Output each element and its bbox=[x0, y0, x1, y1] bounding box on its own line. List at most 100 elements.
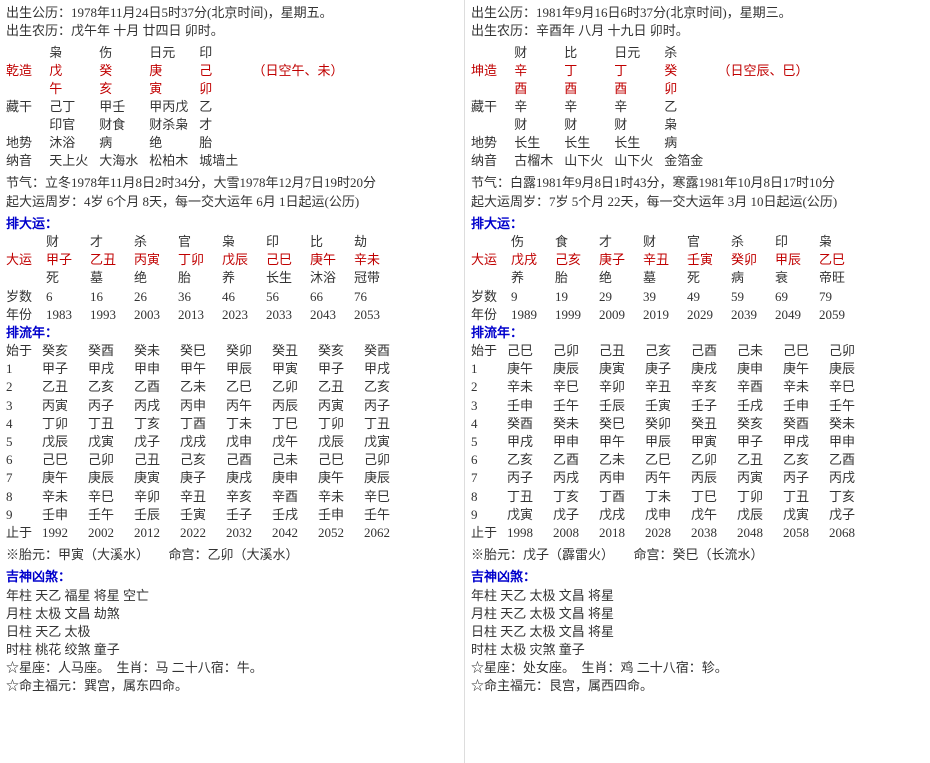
liunian-cell: 辛亥 bbox=[691, 378, 737, 396]
pillar-cell: 日元 bbox=[149, 44, 199, 62]
dayun-cell: 比 bbox=[310, 233, 354, 251]
pailiunian-title: 排流年： bbox=[6, 324, 458, 342]
jishen-title: 吉神凶煞： bbox=[6, 568, 458, 586]
liunian-cell: 己亥 bbox=[645, 342, 691, 360]
dayun-cell: 胎 bbox=[178, 269, 222, 287]
jieqi: 节气：白露1981年9月8日1时43分，寒露1981年10月8日17时10分 bbox=[471, 174, 924, 192]
liunian-cell: 甲辰 bbox=[645, 433, 691, 451]
liunian-cell: 丙子 bbox=[88, 397, 134, 415]
liunian-row-label: 3 bbox=[6, 397, 42, 415]
liunian-cell: 丙午 bbox=[645, 469, 691, 487]
dayun-cell: 26 bbox=[134, 288, 178, 306]
pillar-cell: 乙 bbox=[199, 98, 249, 116]
liunian-cell: 甲子 bbox=[737, 433, 783, 451]
dayun-cell: 财 bbox=[643, 233, 687, 251]
liunian-cell: 癸丑 bbox=[272, 342, 318, 360]
liunian-cell: 甲戌 bbox=[507, 433, 553, 451]
liunian-cell: 2028 bbox=[645, 524, 691, 542]
jieqi: 节气：立冬1978年11月8日2时34分，大雪1978年12月7日19时20分 bbox=[6, 174, 458, 192]
liunian-cell: 癸酉 bbox=[88, 342, 134, 360]
liunian-cell: 甲辰 bbox=[226, 360, 272, 378]
dayun-cell: 墓 bbox=[643, 269, 687, 287]
pillar-cell: 甲壬 bbox=[99, 98, 149, 116]
pillar-col: 财辛酉辛财长生古榴木 bbox=[514, 44, 564, 170]
dayun-cell: 官 bbox=[178, 233, 222, 251]
dayun-table: 财才杀官枭印比劫大运甲子乙丑丙寅丁卯戊辰己巳庚午辛未 死墓绝胎养长生沐浴冠带岁数… bbox=[6, 233, 458, 324]
dayun-cell: 死 bbox=[687, 269, 731, 287]
liunian-cell: 壬午 bbox=[88, 506, 134, 524]
liunian-cell: 甲寅 bbox=[691, 433, 737, 451]
liunian-cell: 壬辰 bbox=[134, 506, 180, 524]
liunian-cell: 癸亥 bbox=[737, 415, 783, 433]
liunian-cell: 2068 bbox=[829, 524, 875, 542]
dayun-cell: 劫 bbox=[354, 233, 398, 251]
liunian-cell: 庚辰 bbox=[88, 469, 134, 487]
liunian-cell: 辛未 bbox=[318, 488, 364, 506]
dayun-cell: 死 bbox=[46, 269, 90, 287]
liunian-cell: 戊戌 bbox=[180, 433, 226, 451]
liunian-cell: 壬子 bbox=[226, 506, 272, 524]
jishen-line: 时柱 桃花 绞煞 童子 bbox=[6, 641, 458, 659]
dayun-cell: 壬寅 bbox=[687, 251, 731, 269]
liunian-cell: 辛巳 bbox=[88, 488, 134, 506]
liunian-cell: 庚辰 bbox=[553, 360, 599, 378]
liunian-cell: 壬寅 bbox=[645, 397, 691, 415]
liunian-cell: 甲戌 bbox=[364, 360, 410, 378]
zao-label: 坤造 bbox=[471, 62, 511, 80]
dayun-row-label: 大运 bbox=[471, 251, 511, 269]
pillar-cell: 辛 bbox=[614, 98, 664, 116]
liunian-cell: 戊寅 bbox=[364, 433, 410, 451]
liunian-row-label: 3 bbox=[471, 397, 507, 415]
liunian-cell: 庚寅 bbox=[134, 469, 180, 487]
liunian-cell: 庚戌 bbox=[226, 469, 272, 487]
liunian-cell: 癸未 bbox=[829, 415, 875, 433]
liunian-cell: 辛卯 bbox=[599, 378, 645, 396]
pillar-cell: 酉 bbox=[514, 80, 564, 98]
liunian-cell: 乙丑 bbox=[42, 378, 88, 396]
liunian-row-label: 止于 bbox=[471, 524, 507, 542]
liunian-cell: 丁酉 bbox=[180, 415, 226, 433]
liunian-cell: 壬申 bbox=[42, 506, 88, 524]
liunian-cell: 2048 bbox=[737, 524, 783, 542]
dayun-cell: 2009 bbox=[599, 306, 643, 324]
dayun-cell: 9 bbox=[511, 288, 555, 306]
liunian-cell: 甲申 bbox=[553, 433, 599, 451]
liunian-cell: 癸亥 bbox=[318, 342, 364, 360]
liunian-cell: 乙丑 bbox=[737, 451, 783, 469]
pillar-cell: 寅 bbox=[149, 80, 199, 98]
liunian-cell: 乙亥 bbox=[783, 451, 829, 469]
liunian-cell: 甲申 bbox=[134, 360, 180, 378]
liunian-cell: 壬辰 bbox=[599, 397, 645, 415]
liunian-cell: 丁卯 bbox=[737, 488, 783, 506]
liunian-cell: 乙未 bbox=[599, 451, 645, 469]
liunian-cell: 癸未 bbox=[134, 342, 180, 360]
liunian-cell: 己卯 bbox=[553, 342, 599, 360]
pillar-col: 伤癸亥甲壬财食病大海水 bbox=[99, 44, 149, 170]
dayun-cell: 56 bbox=[266, 288, 310, 306]
liunian-cell: 甲午 bbox=[599, 433, 645, 451]
pillar-cell: 山下火 bbox=[614, 152, 664, 170]
liunian-cell: 壬申 bbox=[318, 506, 364, 524]
liunian-cell: 丙申 bbox=[599, 469, 645, 487]
liunian-cell: 2018 bbox=[599, 524, 645, 542]
dayun-row-label: 大运 bbox=[6, 251, 46, 269]
liunian-cell: 辛未 bbox=[507, 378, 553, 396]
liunian-row-label: 4 bbox=[6, 415, 42, 433]
liunian-cell: 丙辰 bbox=[272, 397, 318, 415]
pillar-cell: 亥 bbox=[99, 80, 149, 98]
liunian-cell: 辛酉 bbox=[272, 488, 318, 506]
dayun-cell: 2049 bbox=[775, 306, 819, 324]
liunian-cell: 庚戌 bbox=[691, 360, 737, 378]
dayun-cell: 丙寅 bbox=[134, 251, 178, 269]
dayun-cell: 16 bbox=[90, 288, 134, 306]
jishen-line: 月柱 天乙 太极 文昌 将星 bbox=[471, 605, 924, 623]
dayun-cell: 庚午 bbox=[310, 251, 354, 269]
dayun-cell: 冠带 bbox=[354, 269, 398, 287]
liunian-cell: 甲戌 bbox=[783, 433, 829, 451]
liunian-cell: 乙亥 bbox=[88, 378, 134, 396]
pillar-col: 日元庚寅甲丙戊财杀枭绝松柏木 bbox=[149, 44, 199, 170]
dayun-row-label: 年份 bbox=[6, 306, 46, 324]
liunian-cell: 庚午 bbox=[42, 469, 88, 487]
dayun-cell: 养 bbox=[222, 269, 266, 287]
dayun-cell: 食 bbox=[555, 233, 599, 251]
